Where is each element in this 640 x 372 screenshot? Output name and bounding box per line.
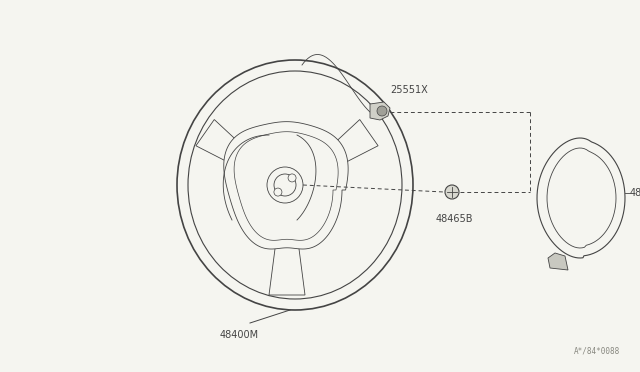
Polygon shape <box>537 138 625 258</box>
Polygon shape <box>269 218 305 295</box>
Polygon shape <box>307 119 378 179</box>
Polygon shape <box>370 102 390 120</box>
Text: 48421M: 48421M <box>630 188 640 198</box>
Text: 48465B: 48465B <box>435 214 473 224</box>
Ellipse shape <box>267 167 303 203</box>
Ellipse shape <box>274 188 282 196</box>
Text: 25551X: 25551X <box>390 85 428 95</box>
Polygon shape <box>224 122 348 249</box>
Text: A*/84*0088: A*/84*0088 <box>573 346 620 355</box>
Ellipse shape <box>177 60 413 310</box>
Text: 48400M: 48400M <box>220 330 259 340</box>
Ellipse shape <box>288 174 296 182</box>
Ellipse shape <box>445 185 459 199</box>
Ellipse shape <box>377 106 387 116</box>
Polygon shape <box>196 119 268 179</box>
Polygon shape <box>548 253 568 270</box>
